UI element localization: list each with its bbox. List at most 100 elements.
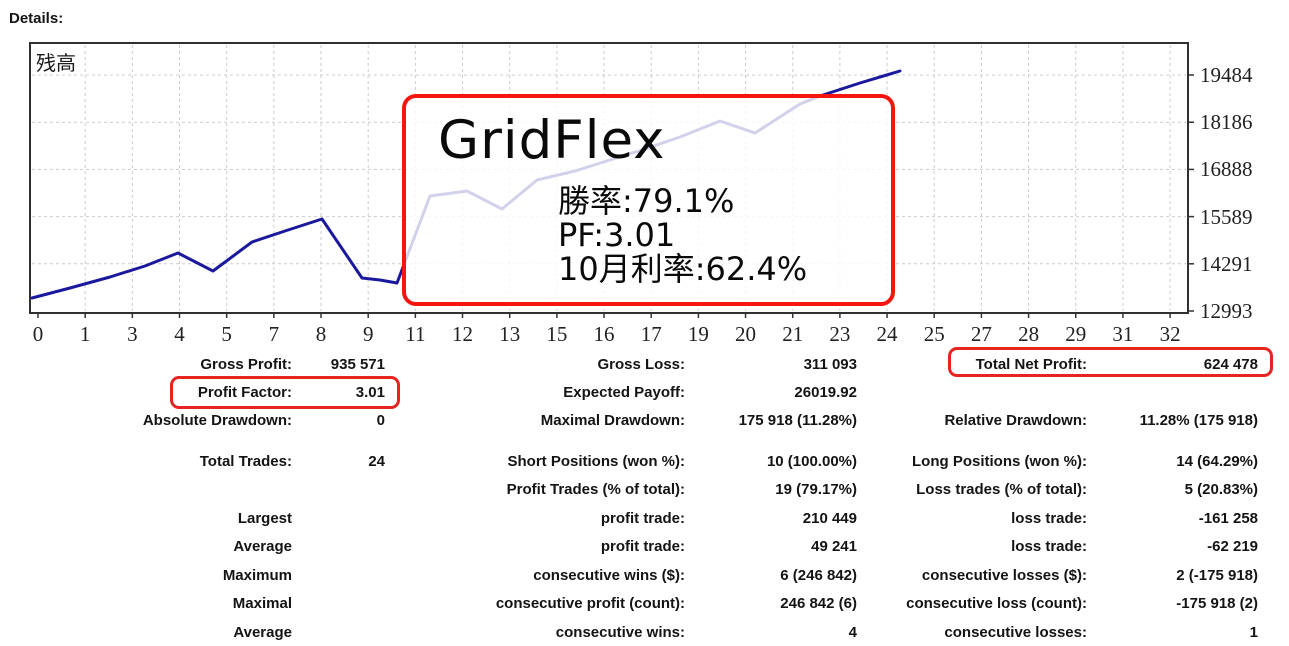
stat-label: Total Net Profit: <box>975 355 1087 373</box>
overlay-win-rate: 勝率:79.1% <box>558 182 735 220</box>
stat-value: 210 449 <box>802 509 857 527</box>
x-axis-label: 5 <box>221 322 232 346</box>
gridflex-overlay: GridFlex 勝率:79.1% PF:3.01 10月利率:62.4% <box>402 94 895 306</box>
x-axis-label: 32 <box>1159 322 1181 346</box>
stat-label: Long Positions (won %): <box>912 452 1087 470</box>
table-row: Average consecutive wins: 4 consecutive los… <box>0 618 1289 646</box>
stat-label: profit trade: <box>600 538 685 556</box>
stat-label: Gross Profit: <box>200 355 292 373</box>
stat-value: 26019.92 <box>794 383 857 401</box>
y-axis-label: 16888 <box>1200 157 1253 182</box>
x-axis-label: 29 <box>1065 322 1087 346</box>
stat-value: 3.01 <box>355 383 385 401</box>
stat-value: 49 241 <box>811 538 857 556</box>
stat-value: 175 918 (11.28%) <box>738 411 857 429</box>
details-heading: Details: <box>9 10 64 27</box>
table-row: Profit Factor: 3.01 Expected Payoff: 26019.… <box>0 378 1289 406</box>
stat-label: Loss trades (% of total): <box>916 481 1087 499</box>
table-row: Largest profit trade: 210 449 loss trade: -1… <box>0 504 1289 533</box>
stat-value: 4 <box>848 623 857 641</box>
stat-value: -161 258 <box>1198 509 1258 527</box>
table-row: Total Trades: 24 Short Positions (won %): 1… <box>0 447 1289 476</box>
y-axis-label: 12993 <box>1200 299 1253 323</box>
table-row: Profit Trades (% of total): 19 (79.17%) Lo… <box>0 476 1289 505</box>
stat-value: 1 <box>1249 623 1258 641</box>
table-row: Maximum consecutive wins ($): 6 (246 842) c… <box>0 561 1289 590</box>
stat-value: 24 <box>368 452 385 470</box>
stat-label: Maximum <box>222 566 292 584</box>
x-axis-label: 11 <box>405 322 426 346</box>
stat-label: Average <box>233 538 292 556</box>
stat-value: 10 (100.00%) <box>766 452 857 470</box>
stat-value: -175 918 (2) <box>1176 595 1258 613</box>
stat-label: profit trade: <box>600 509 685 527</box>
x-axis-label: 15 <box>546 322 568 346</box>
stat-label: consecutive wins: <box>555 623 685 641</box>
plot-border <box>29 42 1189 314</box>
overlay-profit-factor: PF:3.01 <box>558 216 676 254</box>
table-row: Absolute Drawdown: 0 Maximal Drawdown: 175 … <box>0 406 1289 434</box>
x-axis-label: 19 <box>687 322 709 346</box>
stat-label: loss trade: <box>1011 538 1087 556</box>
x-axis-label: 1 <box>79 322 91 346</box>
x-axis-label: 21 <box>782 322 804 346</box>
x-axis-label: 8 <box>315 322 327 346</box>
stat-label: consecutive wins ($): <box>533 566 685 584</box>
x-axis-label: 13 <box>499 322 521 346</box>
x-axis-label: 31 <box>1112 322 1134 346</box>
x-axis-label: 27 <box>970 322 992 346</box>
y-axis-label: 18186 <box>1200 110 1253 135</box>
x-axis-label: 7 <box>268 322 280 346</box>
y-axis-label: 19484 <box>1200 63 1253 87</box>
chart-balance-label: 残高 <box>36 53 76 75</box>
overlay-stats: 勝率:79.1% PF:3.01 10月利率:62.4% <box>558 184 807 286</box>
stat-label: loss trade: <box>1011 509 1087 527</box>
x-axis-label: 24 <box>876 322 898 346</box>
stat-label: consecutive losses: <box>944 623 1087 641</box>
x-axis-label: 4 <box>174 322 185 346</box>
x-axis-label: 17 <box>640 322 662 346</box>
table-row: Maximal consecutive profit (count): 246 84… <box>0 590 1289 619</box>
stat-label: Largest <box>237 509 292 527</box>
stat-value: 2 (-175 918) <box>1176 566 1258 584</box>
stat-label: Maximal <box>232 595 292 613</box>
x-axis-label: 20 <box>735 322 757 346</box>
stat-value: 19 (79.17%) <box>775 481 857 499</box>
y-axis-label: 15589 <box>1200 204 1253 229</box>
x-axis-label: 12 <box>452 322 474 346</box>
overlay-title: GridFlex <box>438 110 666 171</box>
x-axis-label: 3 <box>127 322 138 346</box>
stat-value: 11.28% (175 918) <box>1139 411 1258 429</box>
stats-summary-block: Gross Profit: 935 571 Gross Loss: 311 093 To… <box>0 350 1289 434</box>
x-axis-label: 23 <box>829 322 851 346</box>
stat-value: 246 842 (6) <box>780 595 857 613</box>
stat-label: Expected Payoff: <box>563 383 685 401</box>
stat-value: 624 478 <box>1203 355 1258 373</box>
stat-value: 6 (246 842) <box>780 566 857 584</box>
stat-value: -62 219 <box>1207 538 1258 556</box>
x-axis-label: 25 <box>923 322 945 346</box>
stat-label: Total Trades: <box>199 452 292 470</box>
stat-label: Relative Drawdown: <box>944 411 1087 429</box>
stat-label: Short Positions (won %): <box>507 452 686 470</box>
stat-label: consecutive profit (count): <box>495 595 685 613</box>
table-row: Gross Profit: 935 571 Gross Loss: 311 093 To… <box>0 350 1289 378</box>
stat-label: Gross Loss: <box>597 355 685 373</box>
stat-value: 0 <box>376 411 385 429</box>
y-axis-label: 14291 <box>1200 251 1253 276</box>
overlay-monthly-return: 10月利率:62.4% <box>558 250 808 288</box>
x-axis-label: 0 <box>32 322 44 346</box>
stat-value: 935 571 <box>330 355 385 373</box>
stat-value: 5 (20.83%) <box>1184 481 1258 499</box>
stat-label: Maximal Drawdown: <box>540 411 685 429</box>
x-axis-label: 16 <box>593 322 615 346</box>
stat-value: 311 093 <box>803 355 857 373</box>
stat-label: consecutive loss (count): <box>906 595 1087 613</box>
stat-label: consecutive losses ($): <box>921 566 1087 584</box>
stats-trades-block: Total Trades: 24 Short Positions (won %): 1… <box>0 447 1289 646</box>
x-axis-label: 9 <box>362 322 374 346</box>
stat-label: Absolute Drawdown: <box>142 411 292 429</box>
stat-label: Average <box>233 623 292 641</box>
stat-label: Profit Trades (% of total): <box>506 481 685 499</box>
